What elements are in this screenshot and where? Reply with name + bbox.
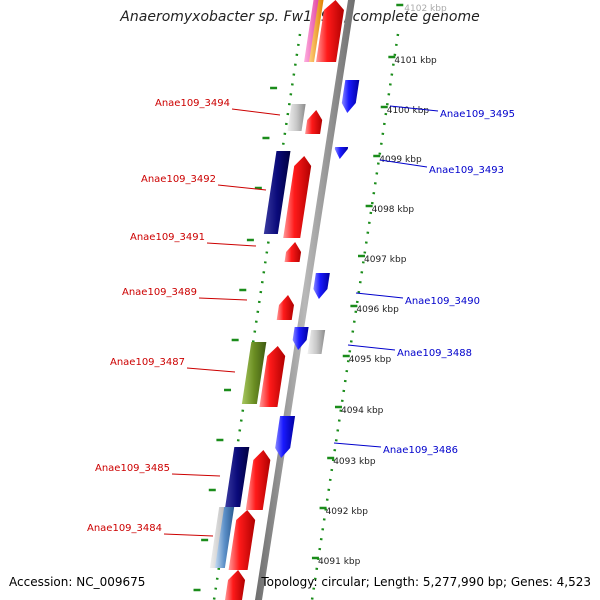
label-leader-line <box>333 442 382 448</box>
gene-anae109-3490 <box>313 273 330 299</box>
gene-label-reverse[interactable]: Anae109_3486 <box>383 445 458 456</box>
tick-label: 4095 kbp <box>349 355 392 365</box>
gene-anae109-3494 <box>305 110 323 134</box>
gene-label-forward[interactable]: Anae109_3489 <box>122 287 197 298</box>
scale-ticks: 4102 kbp 4101 kbp 4100 kbp 4099 kbp 4098 kbp… <box>193 3 447 592</box>
tick-label: 4102 kbp <box>404 4 447 14</box>
tick-label: 4099 kbp <box>379 155 422 165</box>
gene-feature-navy <box>225 447 250 507</box>
gene-feature-steel <box>214 507 235 568</box>
gene-label-forward[interactable]: Anae109_3487 <box>110 357 185 368</box>
gene-label-reverse[interactable]: Anae109_3488 <box>397 348 472 359</box>
gene-anae109-3488 <box>292 327 309 350</box>
gene-feature <box>304 0 320 62</box>
label-leader-line <box>355 292 404 299</box>
label-leader-line <box>171 473 221 477</box>
accession-text: Accession: NC_009675 <box>9 575 146 589</box>
tick-label: 4092 kbp <box>326 507 369 517</box>
gene-anae109-3484 <box>228 510 256 570</box>
tick-label: 4101 kbp <box>394 56 437 66</box>
gene-label-forward[interactable]: Anae109_3494 <box>155 98 230 109</box>
tick-label: 4093 kbp <box>333 457 376 467</box>
gene-anae109-3489 <box>276 295 294 320</box>
gene-feature <box>309 0 324 62</box>
gene-feature-forward <box>316 0 344 62</box>
gene-feature-gray <box>307 330 326 354</box>
label-leader-line <box>186 367 236 373</box>
label-leader-line <box>198 297 248 301</box>
gene-label-forward[interactable]: Anae109_3492 <box>141 174 216 185</box>
topology-summary: Topology: circular; Length: 5,277,990 bp… <box>261 575 591 589</box>
gene-anae109-3492 <box>283 156 312 238</box>
gene-label-reverse[interactable]: Anae109_3490 <box>405 296 480 307</box>
tick-label: 4097 kbp <box>364 255 407 265</box>
gene-feature-forward <box>225 570 246 600</box>
gene-features <box>209 0 360 600</box>
label-leader-line <box>389 105 439 112</box>
gene-label-forward[interactable]: Anae109_3485 <box>95 463 170 474</box>
map-title: Anaeromyxobacter sp. Fw109-5, complete g… <box>120 9 480 25</box>
label-leader-line <box>347 344 396 351</box>
gene-feature-olive <box>241 342 267 404</box>
label-leader-line <box>231 108 281 116</box>
tick-label: 4096 kbp <box>356 305 399 315</box>
tick-label: 4100 kbp <box>387 106 430 116</box>
gene-anae109-3491 <box>284 242 302 262</box>
gene-label-forward[interactable]: Anae109_3491 <box>130 232 205 243</box>
tick-label: 4098 kbp <box>372 205 415 215</box>
gene-label-forward[interactable]: Anae109_3484 <box>87 523 162 534</box>
label-leader-line <box>379 159 428 168</box>
tick-label: 4091 kbp <box>318 557 361 567</box>
gene-feature-navy <box>263 151 291 234</box>
label-leader-line <box>206 242 257 247</box>
gene-label-reverse[interactable]: Anae109_3493 <box>429 165 504 176</box>
gene-feature-gray <box>287 104 306 131</box>
gene-label-reverse[interactable]: Anae109_3495 <box>440 109 515 120</box>
gene-anae109-3486 <box>275 416 296 458</box>
gene-labels: Anae109_3494 Anae109_3492 Anae109_3491 Anae… <box>87 98 515 537</box>
label-leader-line <box>217 184 267 191</box>
gene-anae109-3493 <box>334 147 349 159</box>
gene-anae109-3485 <box>245 450 271 510</box>
gene-anae109-3487 <box>259 346 286 407</box>
tick-label: 4094 kbp <box>341 406 384 416</box>
gene-anae109-3495 <box>341 80 360 113</box>
label-leader-line <box>163 533 214 537</box>
